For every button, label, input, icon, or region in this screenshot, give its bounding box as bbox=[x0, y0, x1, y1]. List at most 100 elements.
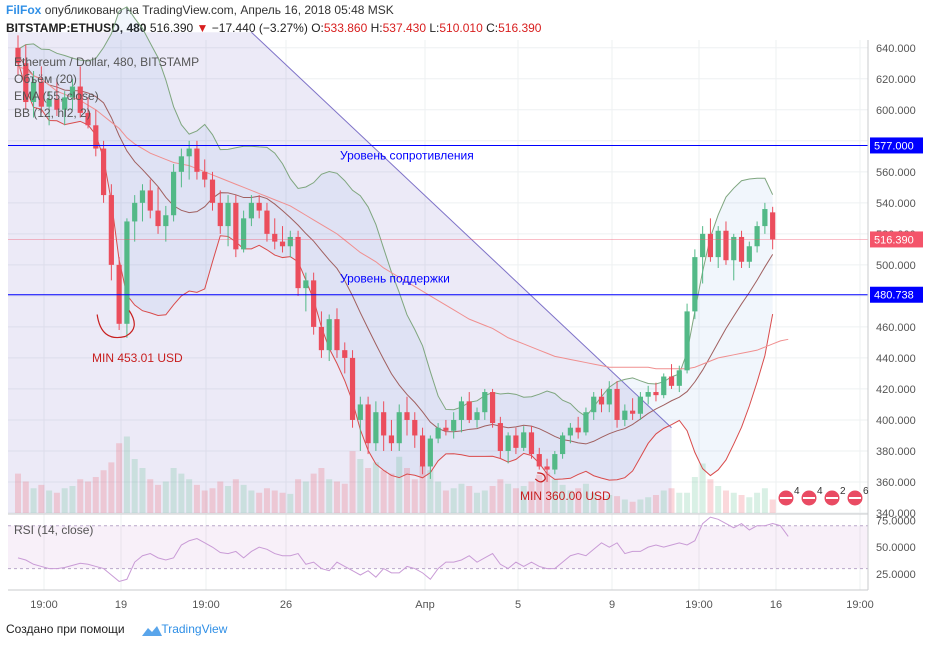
tradingview-link[interactable]: TradingView bbox=[161, 622, 228, 636]
trend-line bbox=[251, 31, 672, 429]
candle-body bbox=[85, 112, 91, 126]
level-badge-label: 577.000 bbox=[874, 140, 914, 152]
rsi-tick-label: 50.0000 bbox=[876, 542, 916, 554]
rsi-tick-label: 75.0000 bbox=[876, 515, 916, 527]
volume-bar bbox=[691, 477, 698, 513]
volume-bar bbox=[652, 495, 659, 513]
candle-body bbox=[38, 81, 44, 107]
candle-body bbox=[489, 392, 496, 424]
candle-body bbox=[279, 241, 286, 247]
volume-bar bbox=[497, 479, 504, 513]
last-price: 516.390 bbox=[149, 21, 194, 35]
candle-body bbox=[287, 236, 293, 247]
candle-body bbox=[645, 392, 651, 397]
volume-bar bbox=[77, 479, 84, 513]
candle-body bbox=[209, 179, 216, 203]
author-name[interactable]: FilFox bbox=[6, 3, 42, 17]
volume-bar bbox=[22, 481, 29, 513]
low-label: L: bbox=[429, 21, 440, 35]
candle-body bbox=[567, 427, 573, 436]
candle-body bbox=[349, 357, 356, 420]
time-tick-label: Апр bbox=[415, 599, 434, 611]
candle-body bbox=[614, 388, 620, 420]
candle-body bbox=[62, 97, 68, 110]
time-tick-label: 26 bbox=[280, 599, 292, 611]
rsi-line bbox=[17, 516, 789, 582]
volume-bar bbox=[15, 473, 21, 513]
candle-body bbox=[427, 438, 433, 467]
volume-bar bbox=[53, 492, 60, 513]
volume-bar bbox=[419, 465, 426, 513]
event-count: 2 bbox=[840, 486, 846, 497]
time-tick-label: 19 bbox=[115, 599, 127, 611]
candle-body bbox=[676, 370, 682, 386]
volume-bar bbox=[310, 473, 317, 513]
volume-bar bbox=[69, 486, 76, 513]
volume-bar bbox=[474, 492, 481, 513]
candle-body bbox=[396, 412, 402, 444]
volume-bar bbox=[575, 488, 582, 513]
volume-bar bbox=[512, 488, 519, 513]
candle-body bbox=[311, 280, 317, 327]
candle-body bbox=[108, 195, 114, 265]
volume-bar bbox=[388, 473, 395, 513]
volume-bar bbox=[738, 495, 745, 513]
candle-body bbox=[412, 419, 418, 436]
volume-bar bbox=[333, 481, 340, 513]
volume-bar bbox=[551, 479, 558, 513]
candle-body bbox=[93, 125, 99, 149]
candle-body bbox=[552, 454, 558, 470]
volume-bar bbox=[232, 479, 239, 513]
price-chart[interactable]: Уровень сопротивления Уровень поддержки MI… bbox=[0, 0, 935, 620]
volume-bar bbox=[357, 459, 364, 513]
volume-bar bbox=[365, 468, 372, 513]
candle-body bbox=[700, 233, 706, 258]
time-tick-label: 19:00 bbox=[685, 599, 713, 611]
candle-body bbox=[248, 202, 254, 219]
candle-body bbox=[544, 466, 550, 470]
volume-bar bbox=[116, 443, 123, 513]
legend-instrument: Ethereum / Dollar, 480, BITSTAMP bbox=[14, 55, 199, 69]
symbol-info: BITSTAMP:ETHUSD, 480 516.390 ▼ −17.440 (… bbox=[6, 21, 541, 35]
volume-bar bbox=[559, 484, 566, 513]
bollinger-fill bbox=[18, 6, 773, 481]
candle-body bbox=[497, 423, 503, 451]
bollinger-upper bbox=[17, 6, 774, 418]
candle-body bbox=[738, 236, 745, 262]
volume-bar bbox=[155, 484, 162, 513]
volume-bar bbox=[466, 486, 473, 513]
candle-body bbox=[630, 410, 636, 414]
volume-bar bbox=[528, 481, 535, 513]
time-tick-label: 19:00 bbox=[846, 599, 874, 611]
candle-body bbox=[746, 246, 752, 262]
candle-body bbox=[770, 212, 776, 240]
volume-bar bbox=[404, 468, 410, 513]
candle-body bbox=[326, 319, 332, 351]
time-tick-label: 16 bbox=[770, 599, 782, 611]
candle-body bbox=[754, 226, 760, 247]
candle-body bbox=[404, 412, 410, 420]
candle-body bbox=[381, 412, 387, 436]
candle-body bbox=[147, 190, 153, 211]
volume-bar bbox=[302, 481, 309, 513]
volume-bar bbox=[38, 484, 45, 513]
rsi-band bbox=[8, 525, 868, 569]
price-tick-label: 500.000 bbox=[876, 260, 916, 272]
legend-rsi: RSI (14, close) bbox=[14, 523, 93, 537]
candle-body bbox=[69, 86, 76, 98]
price-tick-label: 400.000 bbox=[876, 415, 916, 427]
min1-label: MIN 453.01 USD bbox=[92, 351, 183, 365]
volume-bar bbox=[629, 501, 636, 513]
event-count: 4 bbox=[817, 486, 823, 497]
open-label: O: bbox=[311, 21, 324, 35]
min1-circle bbox=[96, 310, 135, 339]
candle-body bbox=[334, 319, 340, 351]
footer: Создано при помощи TradingView bbox=[6, 622, 227, 636]
support-label: Уровень поддержки bbox=[340, 272, 450, 286]
level-badge-label: 480.738 bbox=[874, 290, 914, 302]
volume-bar bbox=[590, 492, 597, 513]
volume-bar bbox=[722, 490, 729, 513]
candle-body bbox=[132, 202, 138, 222]
volume-bar bbox=[217, 481, 224, 513]
volume-bar bbox=[209, 488, 216, 513]
